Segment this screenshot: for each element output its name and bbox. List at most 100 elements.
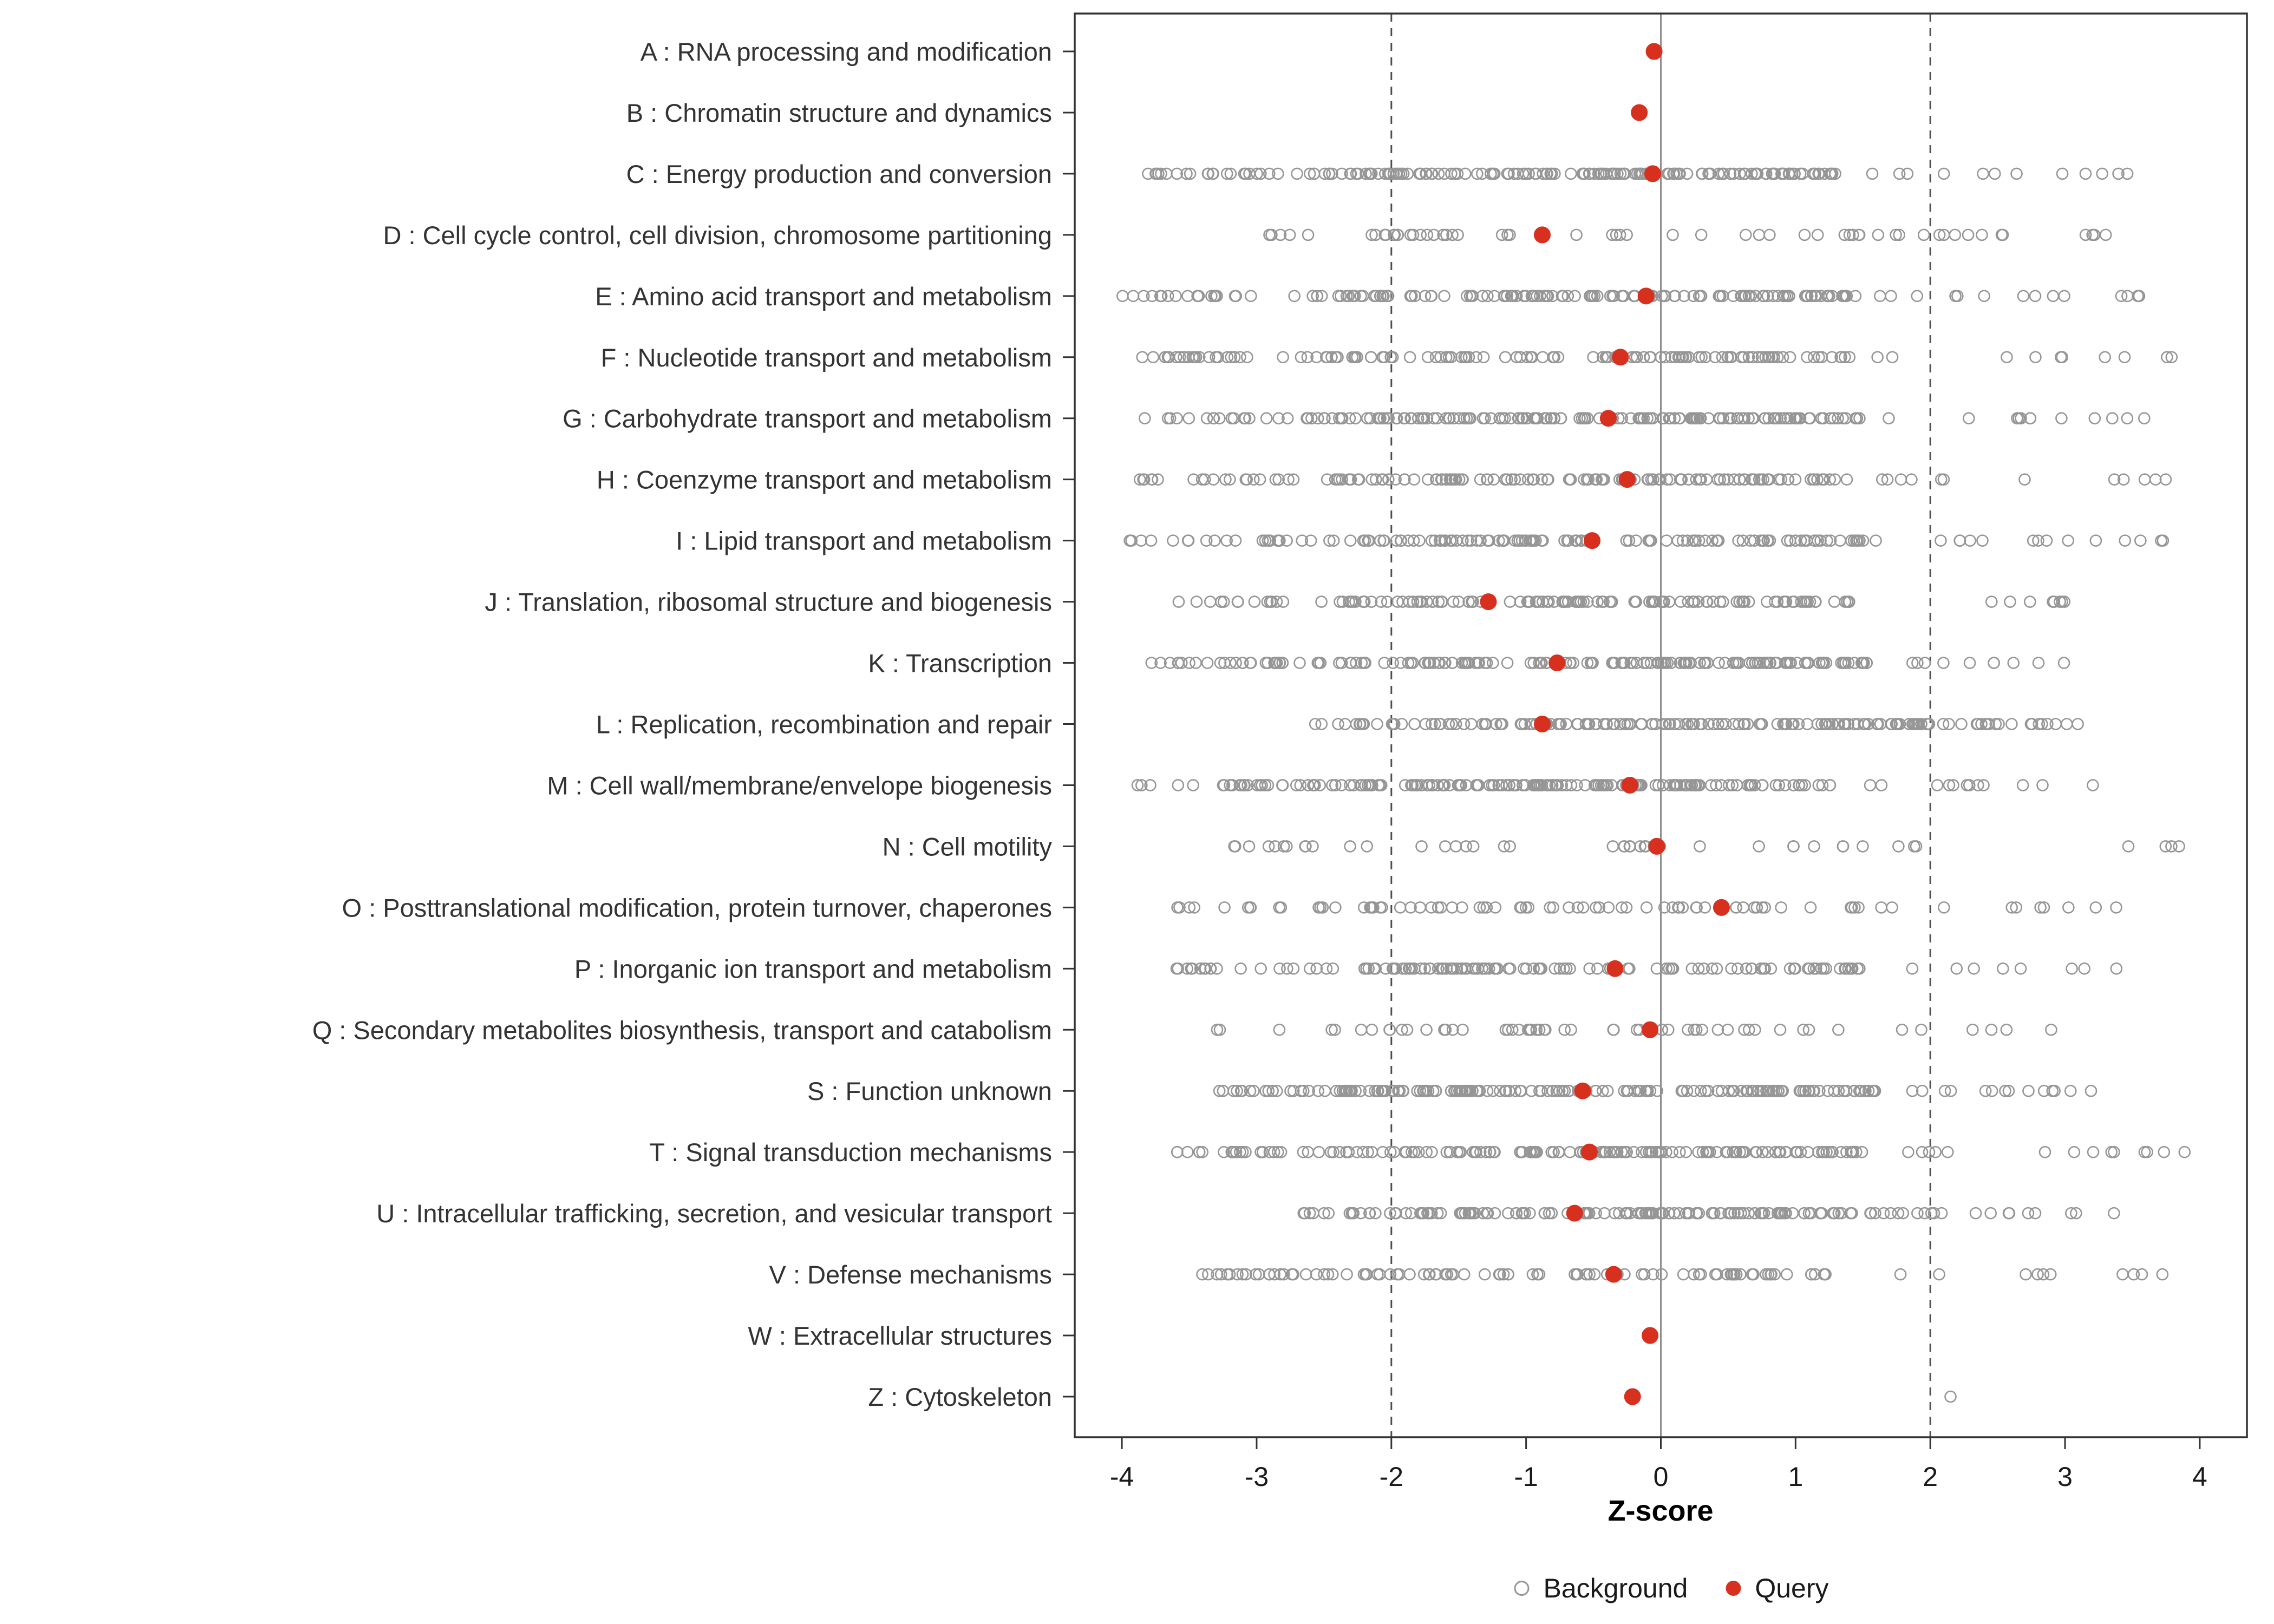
background-point [1422, 473, 1434, 486]
background-point [1748, 779, 1761, 791]
background-point [1432, 167, 1445, 180]
background-point [1506, 1023, 1519, 1036]
background-point [1496, 718, 1508, 730]
background-point [2121, 412, 2134, 425]
background-point [1414, 901, 1427, 914]
background-point [1801, 351, 1813, 364]
background-point [1146, 290, 1159, 303]
background-point [2135, 1268, 2148, 1281]
background-point [1729, 901, 1742, 914]
background-point [1695, 351, 1708, 364]
background-point [1955, 718, 1968, 730]
background-point [1530, 1023, 1543, 1036]
background-point [1886, 901, 1898, 914]
background-point [1938, 1084, 1951, 1097]
background-point [1236, 657, 1249, 669]
background-point [1198, 962, 1211, 975]
background-point [2057, 657, 2070, 669]
background-point [1234, 351, 1246, 364]
background-point [1696, 1023, 1708, 1036]
background-point [1474, 534, 1487, 547]
background-point [1225, 412, 1238, 425]
background-point [1906, 657, 1919, 669]
background-point [1145, 657, 1158, 669]
background-point [1593, 901, 1606, 914]
background-point [1742, 1207, 1755, 1220]
background-point [1311, 657, 1324, 669]
background-point [1435, 901, 1447, 914]
category-label: E : Amino acid transport and metabolism [595, 282, 1052, 311]
background-point [1816, 1145, 1828, 1158]
background-point [1434, 1207, 1447, 1220]
background-point [1756, 534, 1769, 547]
background-point [1247, 1084, 1260, 1097]
background-point [1400, 1145, 1413, 1158]
background-point [1808, 1084, 1821, 1097]
background-point [1561, 534, 1574, 547]
background-point [1320, 962, 1333, 975]
background-point [1742, 290, 1755, 303]
background-point [1739, 718, 1751, 730]
background-point [1565, 1023, 1577, 1036]
background-point [1690, 901, 1703, 914]
background-point [1336, 167, 1348, 180]
background-point [1661, 473, 1674, 486]
background-point [1552, 1145, 1565, 1158]
background-point [1253, 779, 1266, 791]
background-point [1427, 1084, 1440, 1097]
background-point [1849, 412, 1862, 425]
background-point [1409, 290, 1421, 303]
background-point [1712, 718, 1724, 730]
background-point [1336, 1084, 1349, 1097]
background-point [1404, 657, 1417, 669]
background-point [2000, 1023, 2013, 1036]
background-point [1389, 473, 1402, 486]
background-point [1202, 167, 1214, 180]
background-point [1254, 962, 1267, 975]
background-point [1652, 779, 1665, 791]
background-point [1390, 534, 1403, 547]
background-point [1272, 534, 1284, 547]
background-point [1302, 412, 1314, 425]
background-point [1455, 1207, 1468, 1220]
background-point [1706, 1207, 1719, 1220]
background-point [1868, 1084, 1880, 1097]
background-point [1823, 1145, 1836, 1158]
background-point [1775, 473, 1787, 486]
background-point [1363, 534, 1376, 547]
background-point [1303, 1207, 1316, 1220]
background-point [1811, 228, 1824, 241]
background-point [1297, 1145, 1310, 1158]
background-point [1801, 290, 1813, 303]
background-point [1518, 718, 1531, 730]
background-point [1782, 473, 1795, 486]
background-point [1886, 351, 1899, 364]
background-point [1238, 779, 1251, 791]
background-point [1976, 534, 1989, 547]
query-point [1631, 104, 1648, 121]
background-point [2029, 290, 2042, 303]
background-point [1417, 1268, 1430, 1281]
background-point [1778, 595, 1791, 608]
background-point [1746, 1268, 1759, 1281]
background-point [1695, 290, 1708, 303]
background-point [1847, 1145, 1859, 1158]
background-point [1561, 290, 1574, 303]
background-point [1807, 351, 1820, 364]
background-point [1771, 1207, 1784, 1220]
background-point [1979, 1084, 1992, 1097]
background-point [2165, 351, 2178, 364]
background-point [1628, 1145, 1640, 1158]
background-point [1329, 901, 1342, 914]
background-point [1544, 901, 1557, 914]
background-point [1975, 718, 1988, 730]
background-point [2058, 290, 2070, 303]
background-point [1678, 290, 1690, 303]
background-point [1183, 657, 1195, 669]
background-point [1423, 1268, 1436, 1281]
category-label: K : Transcription [868, 649, 1052, 678]
background-point [1274, 1268, 1287, 1281]
background-point [1769, 595, 1781, 608]
background-point [1277, 595, 1290, 608]
background-point [2029, 351, 2042, 364]
